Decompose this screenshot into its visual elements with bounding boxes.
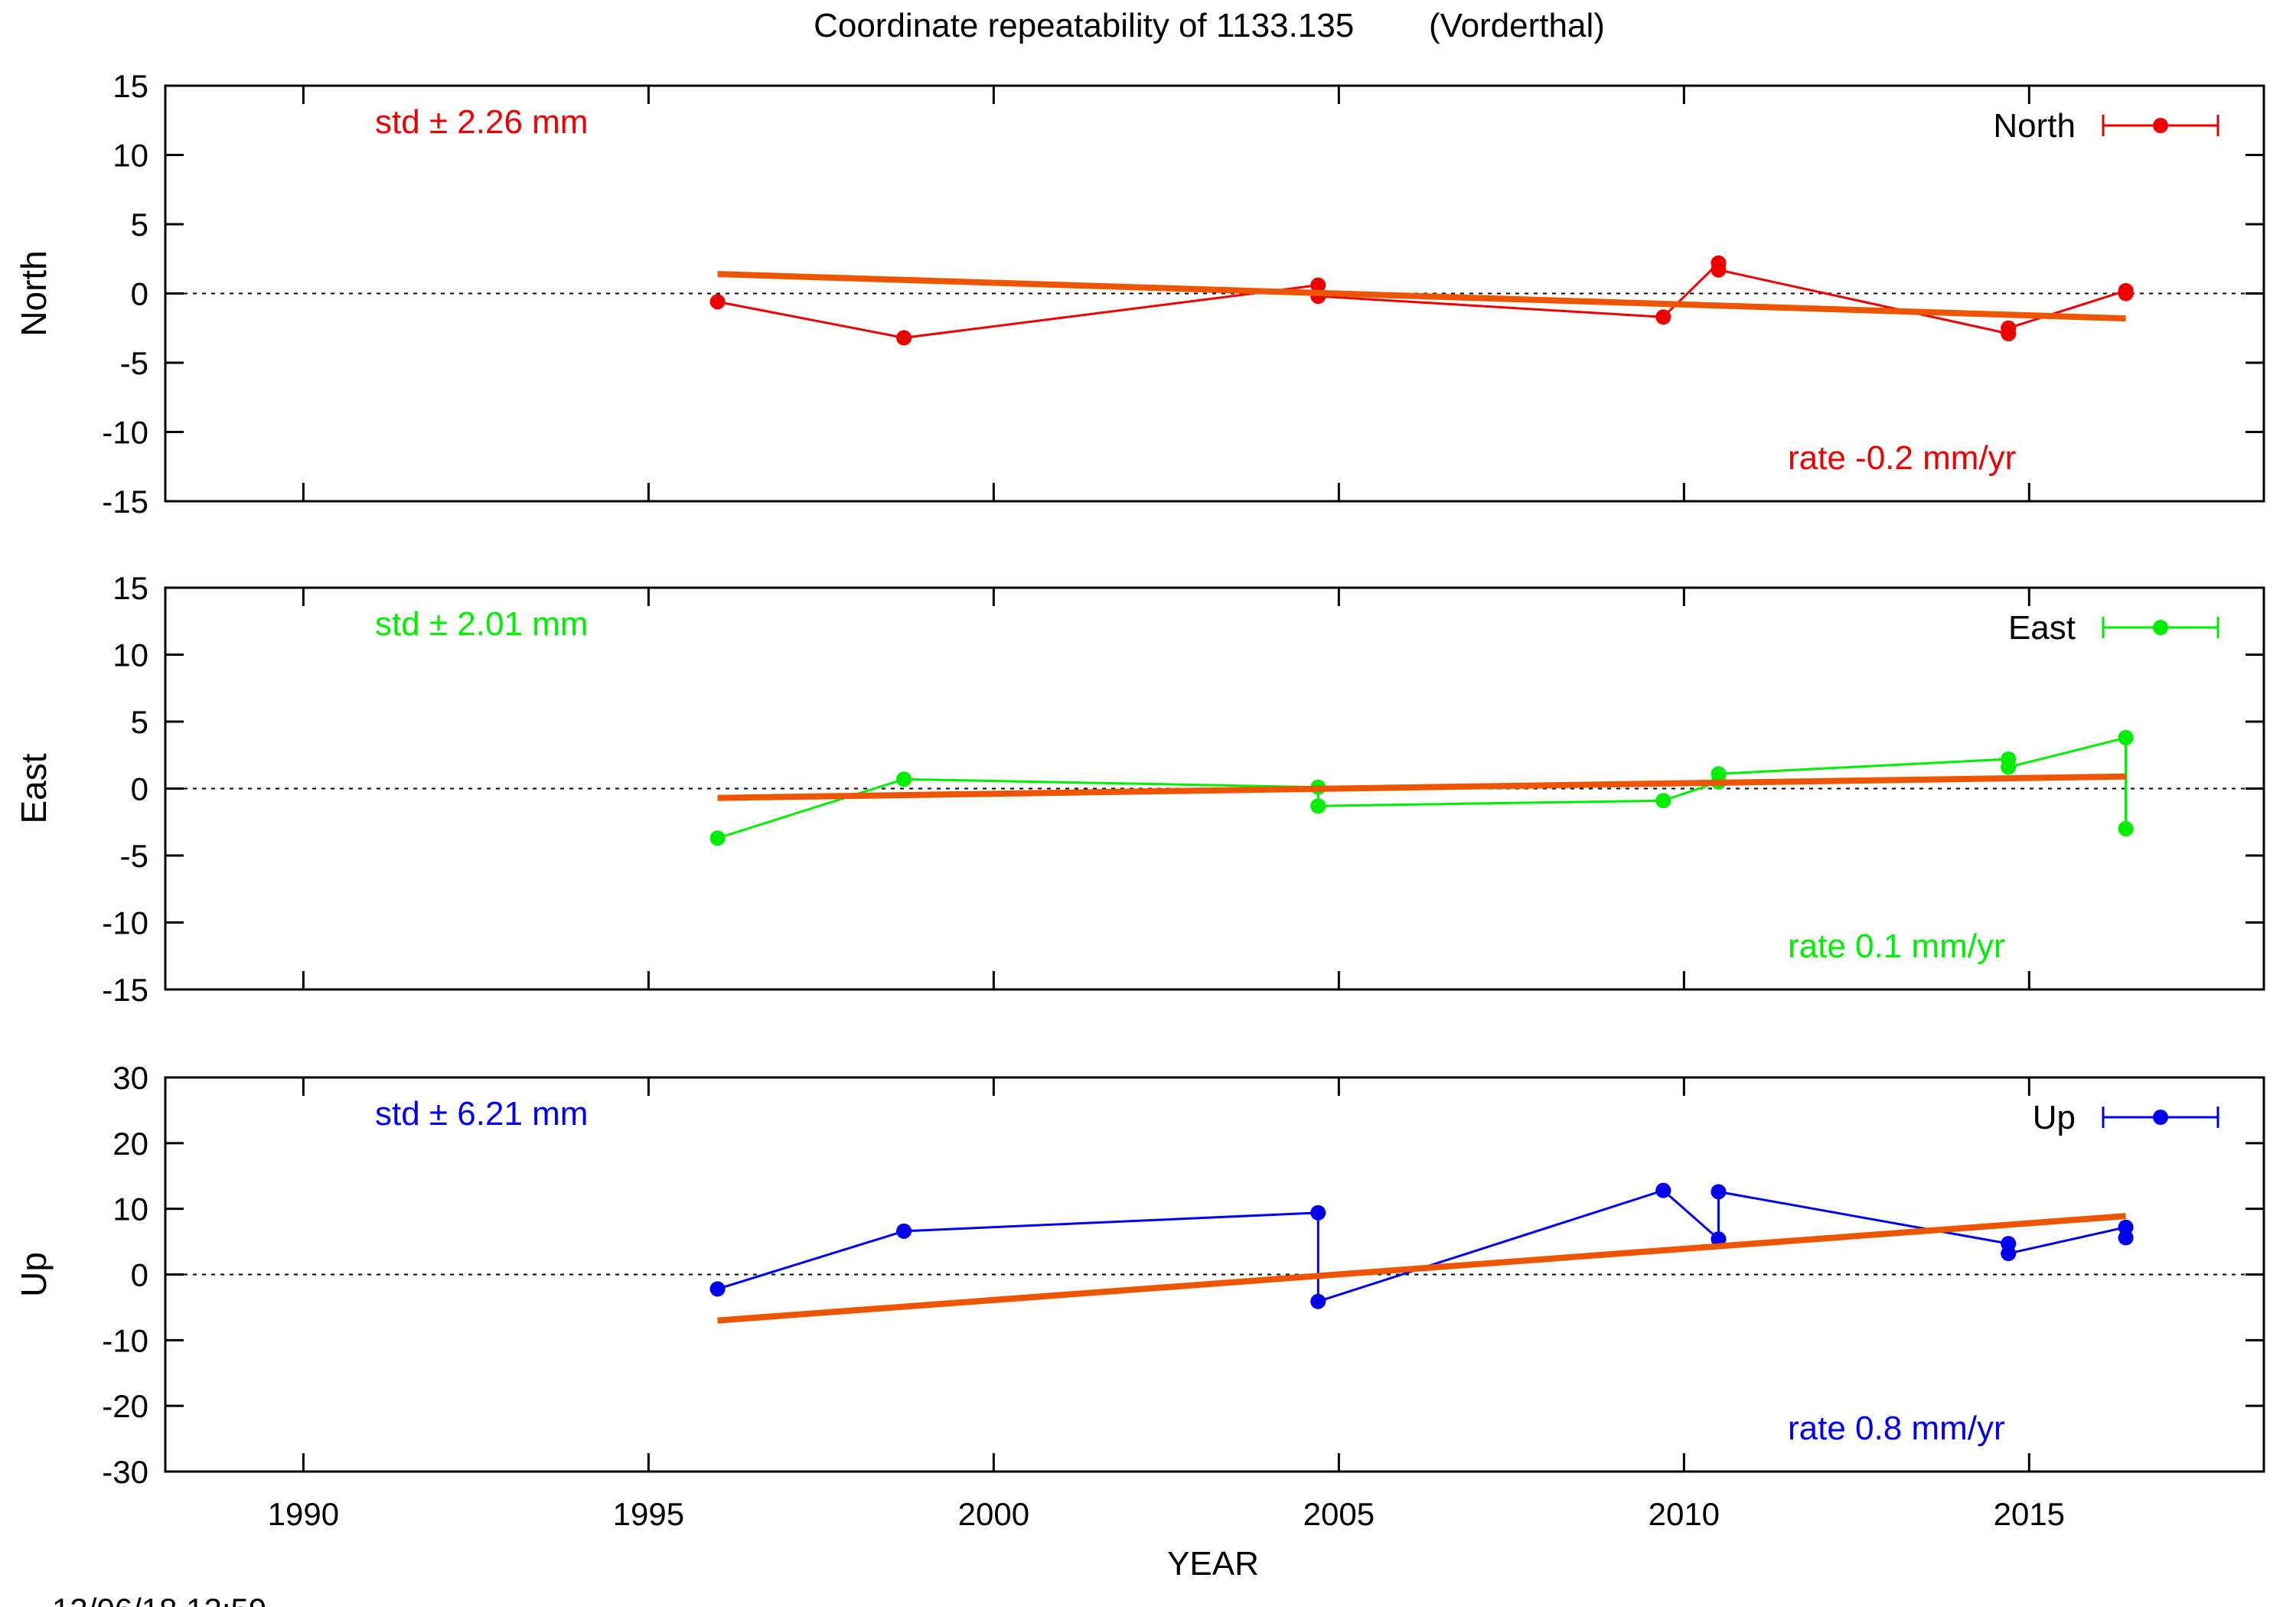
data-point xyxy=(2001,320,2017,336)
y-axis-label: East xyxy=(14,753,54,823)
data-point xyxy=(2118,821,2134,836)
timestamp: 13/06/18 12:59 xyxy=(52,1592,266,1607)
data-point xyxy=(2001,1246,2017,1262)
panel-east: -15 -10 -5 0 5 10 15 East std ± 2.01 mm rate 0.1 … xyxy=(14,570,2265,1008)
y-tick-label: 10 xyxy=(113,637,148,673)
data-point xyxy=(2118,1219,2134,1235)
panel-north: -15 -10 -5 0 5 10 15 North std ± 2.26 mm rate -0.… xyxy=(14,68,2265,520)
x-tick-label: 1990 xyxy=(268,1496,339,1532)
fit-line xyxy=(717,773,2126,801)
y-tick-label: -10 xyxy=(102,1322,148,1358)
series-line xyxy=(717,260,2128,339)
legend-label: East xyxy=(2008,609,2076,647)
y-tick-label: 0 xyxy=(131,276,148,312)
data-point xyxy=(2001,759,2017,775)
fit-line xyxy=(717,271,2126,322)
data-point xyxy=(1310,277,1326,293)
y-tick-label: 0 xyxy=(131,771,148,807)
data-point xyxy=(1655,793,1671,809)
fit-line xyxy=(717,1213,2126,1324)
y-tick-label: 10 xyxy=(113,138,148,174)
panel-up: -30 -20 -10 0 10 20 30 1990 1995 2000 2005 2010 2015… xyxy=(14,1060,2265,1532)
y-tick-label: 5 xyxy=(131,704,148,740)
x-tick-label: 2000 xyxy=(958,1496,1029,1532)
rate-label: rate 0.1 mm/yr xyxy=(1788,927,2005,965)
data-point xyxy=(2118,285,2134,302)
data-point xyxy=(896,330,912,346)
y-tick-label: 15 xyxy=(113,570,148,606)
legend-marker xyxy=(2153,1110,2168,1125)
y-tick-label: -5 xyxy=(120,345,148,381)
data-point xyxy=(1711,262,1727,278)
data-point xyxy=(2118,730,2134,745)
y-tick-label: -10 xyxy=(102,905,148,941)
data-point xyxy=(709,830,726,846)
std-label: std ± 6.21 mm xyxy=(375,1095,588,1133)
data-point xyxy=(1310,798,1326,814)
legend-marker xyxy=(2153,118,2168,133)
std-label: std ± 2.01 mm xyxy=(375,605,588,643)
y-tick-label: -15 xyxy=(102,484,148,520)
std-label: std ± 2.26 mm xyxy=(375,103,588,141)
y-tick-label: -15 xyxy=(102,972,148,1008)
legend-label: North xyxy=(1993,107,2076,145)
y-tick-label: -30 xyxy=(102,1454,148,1490)
data-point xyxy=(1310,1293,1326,1309)
data-point xyxy=(1655,1182,1671,1198)
y-tick-label: 10 xyxy=(113,1191,148,1227)
data-point xyxy=(1310,1204,1326,1221)
rate-label: rate 0.8 mm/yr xyxy=(1788,1410,2005,1447)
x-tick-label: 1995 xyxy=(613,1496,684,1532)
data-point xyxy=(709,294,726,310)
panels: -15 -10 -5 0 5 10 15 North std ± 2.26 mm rate -0.… xyxy=(14,68,2265,1532)
y-tick-label: -20 xyxy=(102,1388,148,1424)
rate-label: rate -0.2 mm/yr xyxy=(1788,439,2016,477)
data-point xyxy=(1655,309,1671,325)
data-point xyxy=(2118,1230,2134,1246)
legend-label: Up xyxy=(2033,1099,2076,1136)
series-line xyxy=(717,1188,2128,1303)
data-point xyxy=(1711,1231,1727,1247)
y-tick-label: -5 xyxy=(120,838,148,874)
y-tick-label: 15 xyxy=(113,68,148,104)
y-tick-label: 5 xyxy=(131,207,148,243)
y-tick-label: -10 xyxy=(102,415,148,451)
x-tick-label: 2005 xyxy=(1303,1496,1375,1532)
data-point xyxy=(896,771,912,787)
y-tick-label: 0 xyxy=(131,1257,148,1293)
x-tick-label: 2015 xyxy=(1994,1496,2065,1532)
data-point xyxy=(896,1223,912,1239)
data-point xyxy=(709,1281,726,1297)
x-axis-label: YEAR xyxy=(1167,1545,1259,1583)
y-axis-label: North xyxy=(14,250,54,336)
x-tick-label: 2010 xyxy=(1649,1496,1720,1532)
legend-marker xyxy=(2153,620,2168,635)
chart-title: Coordinate repeatability of 1133.135 (Vo… xyxy=(814,7,1605,44)
y-tick-label: 30 xyxy=(113,1060,148,1096)
y-axis-label: Up xyxy=(14,1252,54,1297)
y-tick-label: 20 xyxy=(113,1126,148,1162)
data-point xyxy=(1711,766,1727,782)
data-point xyxy=(1711,1184,1727,1200)
